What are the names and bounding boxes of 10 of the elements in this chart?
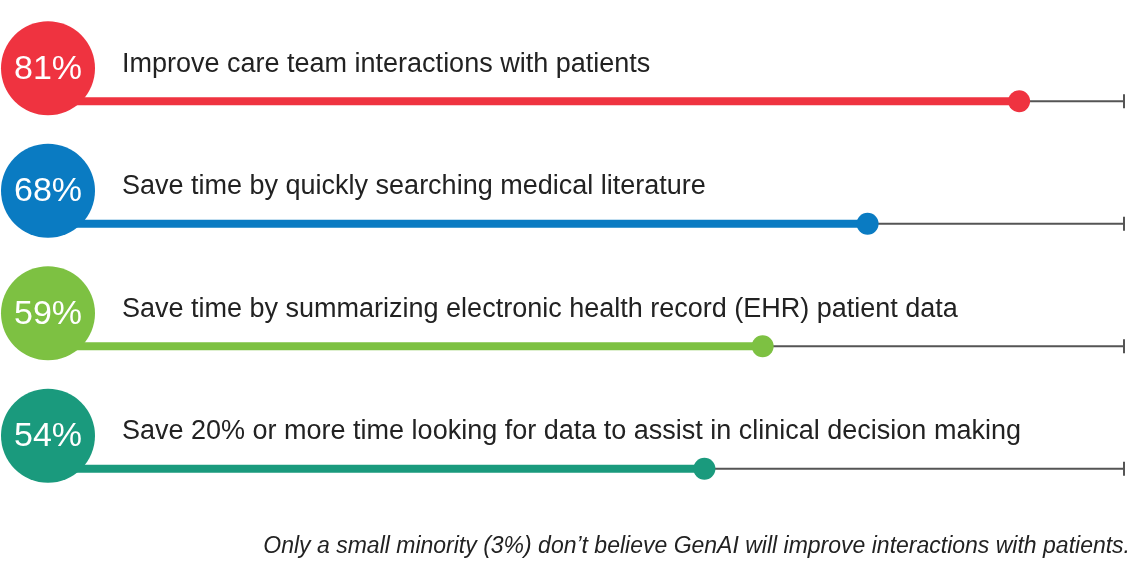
data-label: 68% <box>13 170 83 209</box>
data-label: 59% <box>13 292 83 331</box>
data-label: 81% <box>13 47 83 86</box>
annotation: Only a small minority (3%) don’t believe GenAI will improve interactions with patients. <box>263 532 1130 559</box>
point <box>1008 90 1031 113</box>
y-tick-label: Improve care team interactions with patients <box>122 47 651 78</box>
data-label: 54% <box>13 415 83 454</box>
y-tick-label: Save time by quickly searching medical literature <box>122 170 706 201</box>
y-tick-label: Save 20% or more time looking for data to assist in clinical decision making <box>122 415 1021 446</box>
y-tick-label: Save time by summarizing electronic health record (EHR) patient data <box>122 292 959 323</box>
